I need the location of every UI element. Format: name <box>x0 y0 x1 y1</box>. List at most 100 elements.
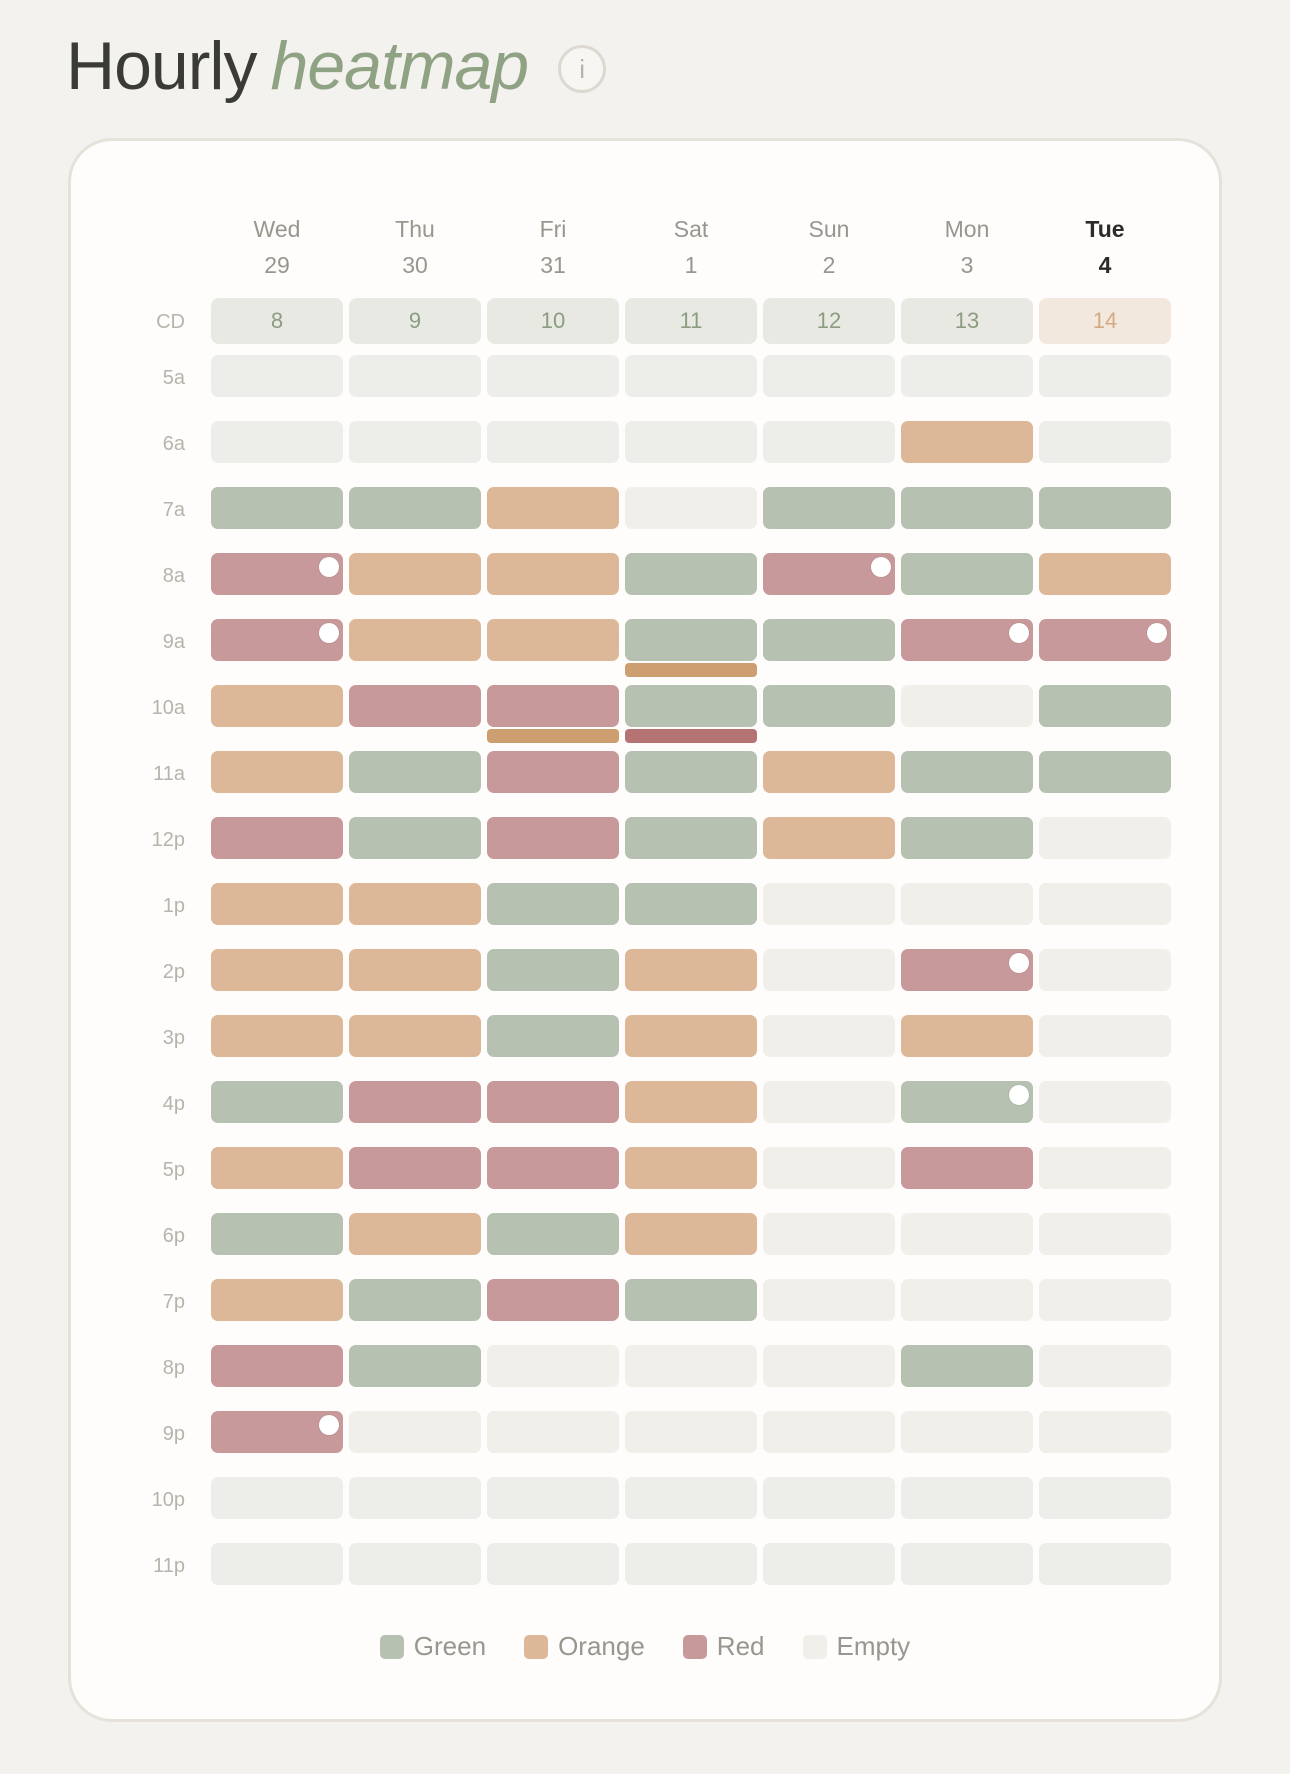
heatmap-cell[interactable] <box>487 487 619 529</box>
day-header-mon[interactable]: Mon 3 <box>901 211 1033 283</box>
day-header-sat[interactable]: Sat 1 <box>625 211 757 283</box>
heatmap-cell[interactable] <box>211 1279 343 1321</box>
heatmap-cell[interactable] <box>625 1213 757 1255</box>
heatmap-cell[interactable] <box>1039 751 1171 793</box>
heatmap-cell[interactable] <box>625 685 757 727</box>
heatmap-cell[interactable] <box>349 883 481 925</box>
heatmap-cell[interactable] <box>487 949 619 991</box>
heatmap-cell[interactable] <box>1039 1147 1171 1189</box>
heatmap-cell[interactable] <box>211 1411 343 1453</box>
heatmap-cell[interactable] <box>1039 1279 1171 1321</box>
heatmap-cell[interactable] <box>487 1477 619 1519</box>
heatmap-cell[interactable] <box>349 553 481 595</box>
heatmap-cell[interactable] <box>1039 883 1171 925</box>
heatmap-cell[interactable] <box>901 553 1033 595</box>
heatmap-cell[interactable] <box>625 1147 757 1189</box>
day-header-wed[interactable]: Wed 29 <box>211 211 343 283</box>
heatmap-cell[interactable] <box>349 1147 481 1189</box>
heatmap-cell[interactable] <box>487 883 619 925</box>
heatmap-cell[interactable] <box>349 1345 481 1387</box>
heatmap-cell[interactable] <box>487 685 619 727</box>
heatmap-cell[interactable] <box>763 355 895 397</box>
heatmap-cell[interactable] <box>1039 817 1171 859</box>
heatmap-cell[interactable] <box>487 421 619 463</box>
heatmap-cell[interactable] <box>763 553 895 595</box>
cycle-day-cell[interactable]: 8 <box>211 298 343 344</box>
heatmap-cell[interactable] <box>1039 553 1171 595</box>
heatmap-cell[interactable] <box>763 1543 895 1585</box>
heatmap-cell[interactable] <box>487 1411 619 1453</box>
heatmap-cell[interactable] <box>1039 1081 1171 1123</box>
heatmap-cell[interactable] <box>487 1279 619 1321</box>
heatmap-cell[interactable] <box>211 487 343 529</box>
heatmap-cell[interactable] <box>625 751 757 793</box>
heatmap-cell[interactable] <box>901 355 1033 397</box>
heatmap-cell[interactable] <box>1039 421 1171 463</box>
heatmap-cell[interactable] <box>211 553 343 595</box>
heatmap-cell[interactable] <box>211 619 343 661</box>
heatmap-cell[interactable] <box>901 487 1033 529</box>
heatmap-cell[interactable] <box>349 1081 481 1123</box>
cycle-day-cell[interactable]: 11 <box>625 298 757 344</box>
heatmap-cell[interactable] <box>625 817 757 859</box>
heatmap-cell[interactable] <box>901 1411 1033 1453</box>
day-header-fri[interactable]: Fri 31 <box>487 211 619 283</box>
cycle-day-cell[interactable]: 12 <box>763 298 895 344</box>
heatmap-cell[interactable] <box>211 1015 343 1057</box>
heatmap-cell[interactable] <box>487 553 619 595</box>
heatmap-cell[interactable] <box>625 487 757 529</box>
heatmap-cell[interactable] <box>211 1081 343 1123</box>
heatmap-cell[interactable] <box>625 1279 757 1321</box>
heatmap-cell[interactable] <box>211 817 343 859</box>
heatmap-cell[interactable] <box>901 1477 1033 1519</box>
heatmap-cell[interactable] <box>487 1213 619 1255</box>
heatmap-cell[interactable] <box>763 817 895 859</box>
heatmap-cell[interactable] <box>763 1345 895 1387</box>
heatmap-cell[interactable] <box>1039 1213 1171 1255</box>
heatmap-cell[interactable] <box>211 751 343 793</box>
heatmap-cell[interactable] <box>625 1015 757 1057</box>
heatmap-cell[interactable] <box>625 619 757 661</box>
heatmap-cell[interactable] <box>349 619 481 661</box>
heatmap-cell[interactable] <box>487 1345 619 1387</box>
heatmap-cell[interactable] <box>763 1477 895 1519</box>
heatmap-cell[interactable] <box>763 487 895 529</box>
heatmap-cell[interactable] <box>763 1015 895 1057</box>
heatmap-cell[interactable] <box>1039 1543 1171 1585</box>
heatmap-cell[interactable] <box>901 751 1033 793</box>
heatmap-cell[interactable] <box>763 685 895 727</box>
heatmap-cell[interactable] <box>1039 949 1171 991</box>
heatmap-cell[interactable] <box>1039 1345 1171 1387</box>
cycle-day-cell[interactable]: 9 <box>349 298 481 344</box>
heatmap-cell[interactable] <box>625 1345 757 1387</box>
day-header-thu[interactable]: Thu 30 <box>349 211 481 283</box>
day-header-sun[interactable]: Sun 2 <box>763 211 895 283</box>
heatmap-cell[interactable] <box>211 1147 343 1189</box>
heatmap-cell[interactable] <box>349 1477 481 1519</box>
heatmap-cell[interactable] <box>901 1213 1033 1255</box>
heatmap-cell[interactable] <box>487 619 619 661</box>
heatmap-cell[interactable] <box>1039 685 1171 727</box>
heatmap-cell[interactable] <box>211 1543 343 1585</box>
heatmap-cell[interactable] <box>349 1015 481 1057</box>
heatmap-cell[interactable] <box>901 619 1033 661</box>
heatmap-cell[interactable] <box>1039 1477 1171 1519</box>
heatmap-cell[interactable] <box>763 421 895 463</box>
heatmap-cell[interactable] <box>1039 1015 1171 1057</box>
heatmap-cell[interactable] <box>211 949 343 991</box>
heatmap-cell[interactable] <box>349 1543 481 1585</box>
heatmap-cell[interactable] <box>763 1081 895 1123</box>
heatmap-cell[interactable] <box>625 553 757 595</box>
heatmap-cell[interactable] <box>349 817 481 859</box>
cycle-day-cell[interactable]: 14 <box>1039 298 1171 344</box>
heatmap-cell[interactable] <box>763 949 895 991</box>
heatmap-cell[interactable] <box>487 355 619 397</box>
heatmap-cell[interactable] <box>211 1345 343 1387</box>
heatmap-cell[interactable] <box>211 355 343 397</box>
heatmap-cell[interactable] <box>349 421 481 463</box>
heatmap-cell[interactable] <box>901 949 1033 991</box>
heatmap-cell[interactable] <box>901 1345 1033 1387</box>
heatmap-cell[interactable] <box>763 619 895 661</box>
heatmap-cell[interactable] <box>211 685 343 727</box>
heatmap-cell[interactable] <box>625 355 757 397</box>
